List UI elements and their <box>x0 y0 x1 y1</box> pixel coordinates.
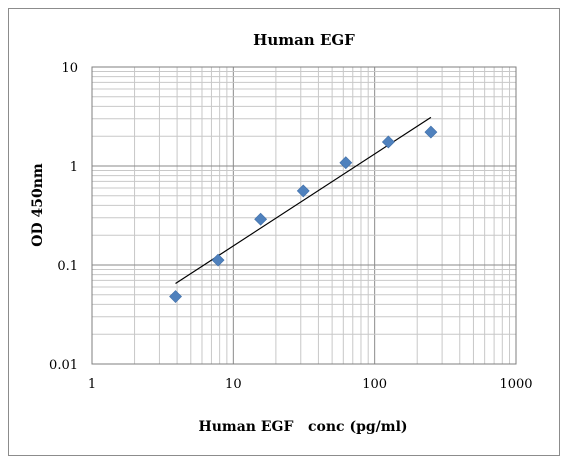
data-point <box>211 253 225 267</box>
y-tick-label: 1 <box>70 160 78 175</box>
data-point <box>296 184 310 198</box>
x-tick-label: 10 <box>225 377 242 392</box>
data-point <box>339 156 353 170</box>
data-points <box>169 125 438 303</box>
y-axis: 0.01 0.1 1 10 <box>49 61 78 373</box>
data-point <box>381 135 395 149</box>
x-tick-label: 1 <box>88 377 96 392</box>
x-axis-label: Human EGF conc (pg/ml) <box>198 419 407 435</box>
data-point <box>254 212 268 226</box>
chart-title: Human EGF <box>253 31 355 49</box>
y-axis-label: OD 450nm <box>30 163 46 247</box>
x-tick-label: 100 <box>362 377 387 392</box>
y-tick-label: 0.01 <box>49 358 78 373</box>
plot-area <box>91 66 517 365</box>
grid <box>91 67 516 365</box>
data-point <box>169 290 182 303</box>
x-tick-label: 1000 <box>499 377 532 392</box>
y-tick-label: 0.1 <box>57 259 78 274</box>
x-axis: 1 10 100 1000 <box>88 377 533 392</box>
data-point <box>424 125 438 139</box>
y-tick-label: 10 <box>61 61 78 76</box>
